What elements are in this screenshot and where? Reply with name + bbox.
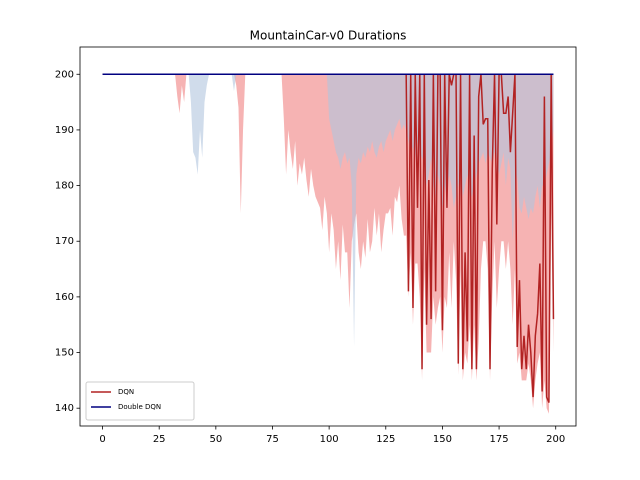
legend-box <box>85 381 195 421</box>
chart-title: MountainCar-v0 Durations <box>250 29 407 43</box>
x-tick-label: 50 <box>209 434 222 445</box>
x-tick-label: 100 <box>320 434 339 445</box>
y-tick-label: 190 <box>55 125 74 136</box>
y-tick-label: 200 <box>55 69 74 80</box>
x-tick-label: 25 <box>153 434 166 445</box>
legend: DQN Double DQN <box>85 381 195 421</box>
plot-frame <box>79 46 577 427</box>
x-tick-label: 175 <box>490 434 509 445</box>
legend-label: Double DQN <box>118 403 161 411</box>
legend-label: DQN <box>118 388 134 396</box>
x-tick-label: 75 <box>266 434 279 445</box>
y-tick-label: 180 <box>55 181 74 192</box>
x-tick-label: 150 <box>433 434 452 445</box>
x-tick-label: 125 <box>376 434 395 445</box>
y-tick-label: 160 <box>55 292 74 303</box>
x-tick-label: 0 <box>99 434 105 445</box>
y-tick-label: 140 <box>55 403 74 414</box>
y-tick-label: 170 <box>55 236 74 247</box>
y-tick-label: 150 <box>55 348 74 359</box>
x-tick-label: 200 <box>546 434 565 445</box>
